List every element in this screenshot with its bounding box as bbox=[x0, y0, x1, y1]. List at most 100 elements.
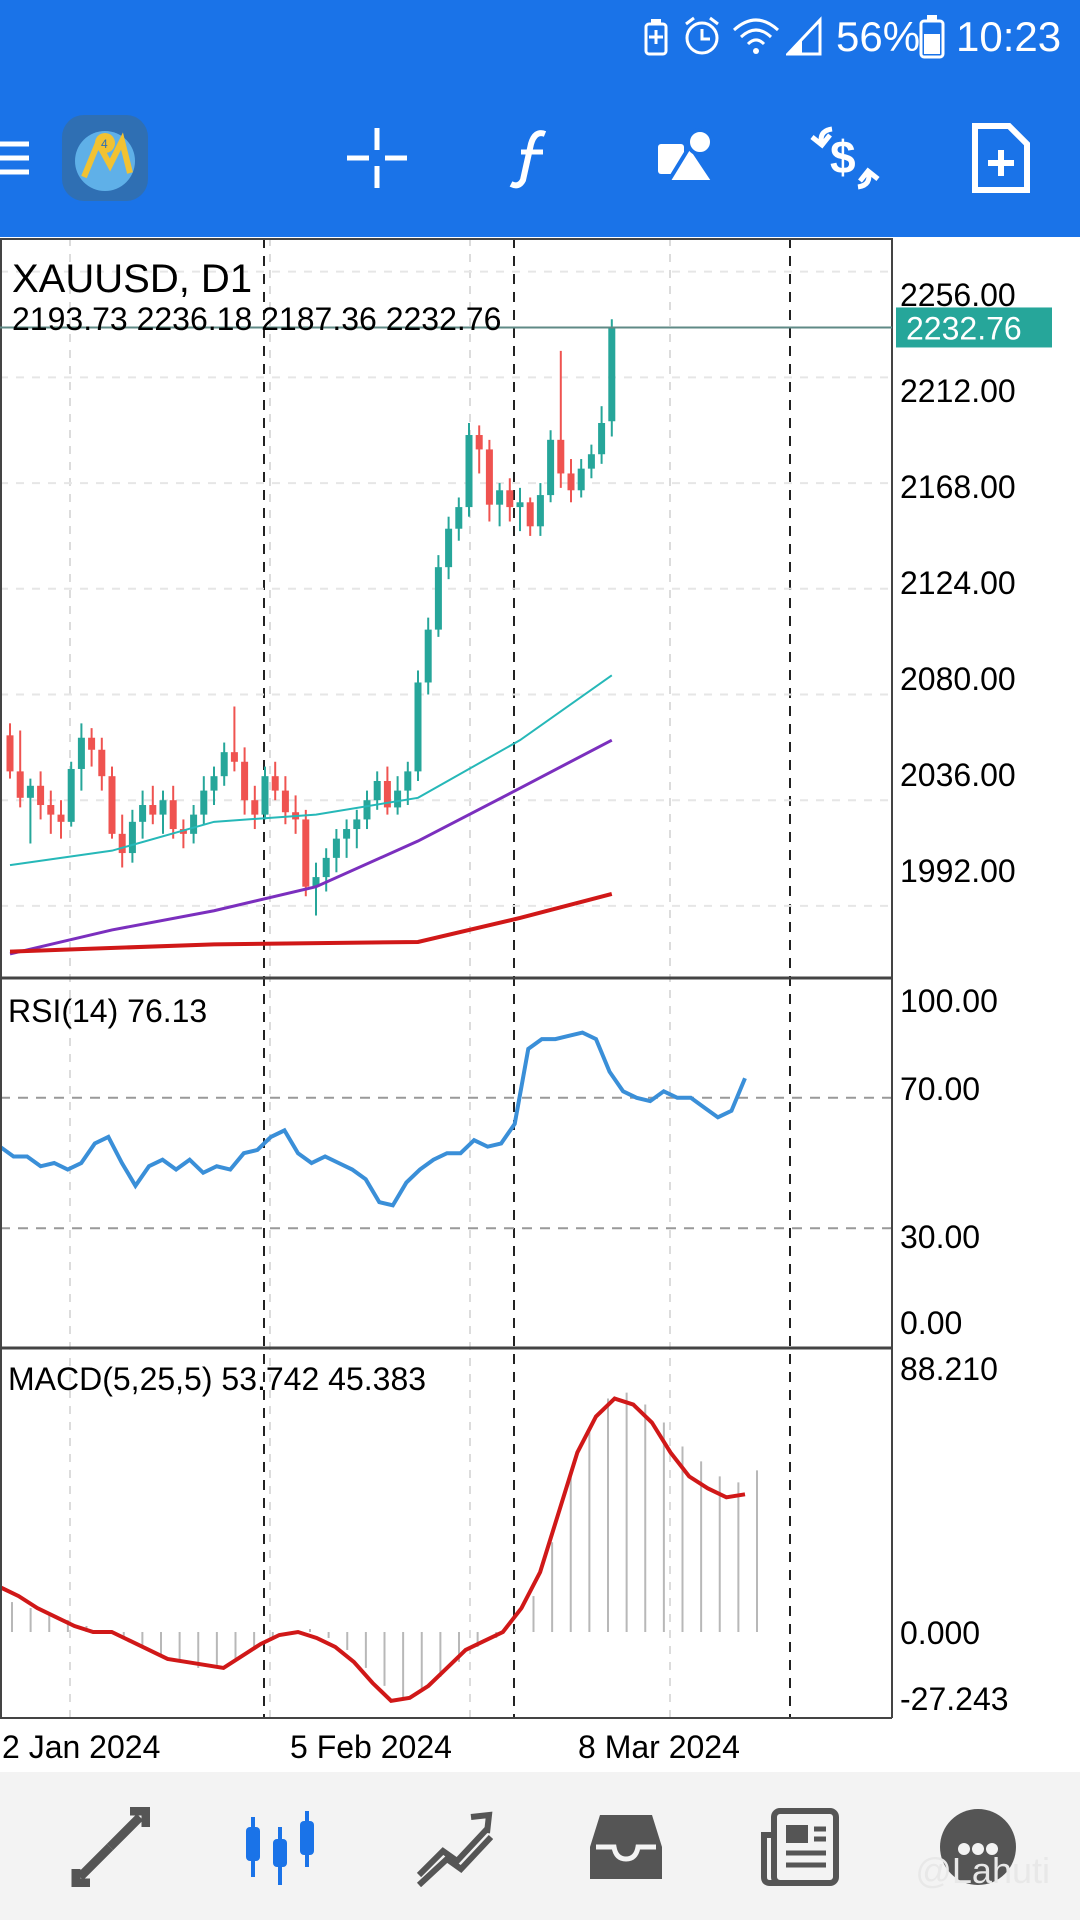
candle bbox=[200, 790, 208, 815]
macd-signal-line bbox=[0, 1396, 746, 1703]
nav-news[interactable] bbox=[740, 1792, 860, 1902]
price-tick: 2256.00 bbox=[900, 277, 1016, 313]
price-tick: 2036.00 bbox=[900, 757, 1016, 793]
messages-icon bbox=[940, 1809, 1016, 1885]
candle bbox=[139, 805, 147, 822]
macd-label: MACD(5,25,5) 53.742 45.383 bbox=[8, 1361, 426, 1397]
candle bbox=[47, 805, 55, 815]
candle bbox=[6, 735, 14, 772]
ma-medium-line bbox=[9, 738, 613, 956]
candle bbox=[77, 737, 85, 769]
alarm-icon bbox=[685, 16, 719, 55]
ma-fast-line bbox=[9, 674, 613, 867]
rsi-tick: 100.00 bbox=[900, 983, 998, 1019]
signal-icon bbox=[786, 16, 822, 56]
candle bbox=[363, 800, 371, 820]
date-label: 2 Jan 2024 bbox=[2, 1729, 160, 1765]
candle bbox=[567, 473, 575, 491]
indicators-icon bbox=[509, 130, 547, 189]
news-icon bbox=[761, 1808, 839, 1886]
candle bbox=[128, 821, 136, 854]
candle bbox=[37, 785, 45, 806]
candle bbox=[373, 780, 381, 801]
candle bbox=[88, 737, 96, 750]
new-order-button[interactable] bbox=[946, 103, 1056, 213]
candle bbox=[475, 435, 483, 450]
date-label: 8 Mar 2024 bbox=[578, 1729, 740, 1765]
candle bbox=[557, 439, 565, 474]
candle bbox=[577, 468, 585, 491]
candle bbox=[169, 800, 177, 830]
ohlc-label: 2193.73 2236.18 2187.36 2232.76 bbox=[12, 301, 501, 337]
candle bbox=[455, 507, 463, 529]
new-order-icon bbox=[972, 123, 1030, 193]
indicators-button[interactable] bbox=[478, 103, 588, 213]
candle bbox=[404, 771, 412, 791]
candle bbox=[383, 780, 391, 808]
nav-chart[interactable] bbox=[220, 1792, 340, 1902]
quotes-icon bbox=[71, 1807, 150, 1887]
candle bbox=[608, 327, 616, 422]
candle bbox=[302, 819, 310, 887]
app-logo-button[interactable]: 4 bbox=[50, 103, 160, 213]
wifi-icon bbox=[732, 18, 780, 54]
macd-tick: 0.000 bbox=[900, 1615, 980, 1651]
candle bbox=[210, 776, 218, 791]
trade-button[interactable]: $ bbox=[790, 103, 900, 213]
candle bbox=[312, 877, 320, 887]
crosshair-button[interactable] bbox=[322, 103, 432, 213]
candle bbox=[434, 567, 442, 630]
candle bbox=[536, 495, 544, 527]
candle bbox=[485, 449, 493, 505]
candle bbox=[98, 749, 106, 777]
candle bbox=[261, 776, 269, 815]
candle bbox=[598, 423, 606, 455]
history-icon bbox=[590, 1815, 662, 1879]
price-tick: 2212.00 bbox=[900, 373, 1016, 409]
menu-icon bbox=[0, 141, 29, 175]
candle bbox=[343, 829, 351, 839]
candle bbox=[118, 833, 126, 854]
ma-slow-line bbox=[9, 891, 613, 954]
menu-button[interactable] bbox=[0, 103, 50, 213]
rsi-tick: 30.00 bbox=[900, 1219, 980, 1255]
watermark: @Lahuti bbox=[915, 1850, 1050, 1891]
chart-area[interactable]: 2232.76 XAUUSD, D1 2193.73 2236.18 2187.… bbox=[0, 238, 1080, 1770]
battery-percent: 56% bbox=[836, 13, 921, 60]
candle bbox=[516, 502, 524, 508]
candle bbox=[57, 814, 65, 822]
nav-messages[interactable] bbox=[918, 1792, 1038, 1902]
candle bbox=[424, 629, 432, 683]
macd-tick: -27.243 bbox=[900, 1681, 1009, 1717]
candle bbox=[445, 528, 453, 568]
trade-icon: $ bbox=[810, 126, 880, 190]
objects-button[interactable] bbox=[634, 103, 744, 213]
candle bbox=[190, 814, 198, 834]
top-toolbar: 4 $ bbox=[0, 75, 1080, 237]
nav-history[interactable] bbox=[566, 1792, 686, 1902]
rsi-tick: 70.00 bbox=[900, 1071, 980, 1107]
price-tick: 2124.00 bbox=[900, 565, 1016, 601]
candle bbox=[465, 435, 473, 508]
price-tick: 2080.00 bbox=[900, 661, 1016, 697]
candle bbox=[506, 490, 514, 508]
crosshair-icon bbox=[347, 128, 407, 188]
candle bbox=[16, 771, 24, 798]
price-tick: 1992.00 bbox=[900, 853, 1016, 889]
candle bbox=[414, 682, 422, 772]
nav-quotes[interactable] bbox=[50, 1792, 170, 1902]
price-tick: 2168.00 bbox=[900, 469, 1016, 505]
date-label: 5 Feb 2024 bbox=[290, 1729, 452, 1765]
candle bbox=[332, 838, 340, 858]
clock: 10:23 bbox=[956, 13, 1062, 60]
objects-icon bbox=[658, 128, 718, 184]
battery-icon bbox=[919, 15, 945, 59]
battery-saver-icon bbox=[644, 19, 668, 56]
chart-canvas[interactable]: 2232.76 XAUUSD, D1 2193.73 2236.18 2187.… bbox=[0, 238, 1080, 1770]
bottom-navigation bbox=[0, 1772, 1080, 1920]
candle bbox=[108, 776, 116, 834]
candle bbox=[394, 790, 402, 808]
nav-trade[interactable] bbox=[393, 1792, 513, 1902]
candle bbox=[526, 502, 534, 527]
candle bbox=[496, 490, 504, 505]
